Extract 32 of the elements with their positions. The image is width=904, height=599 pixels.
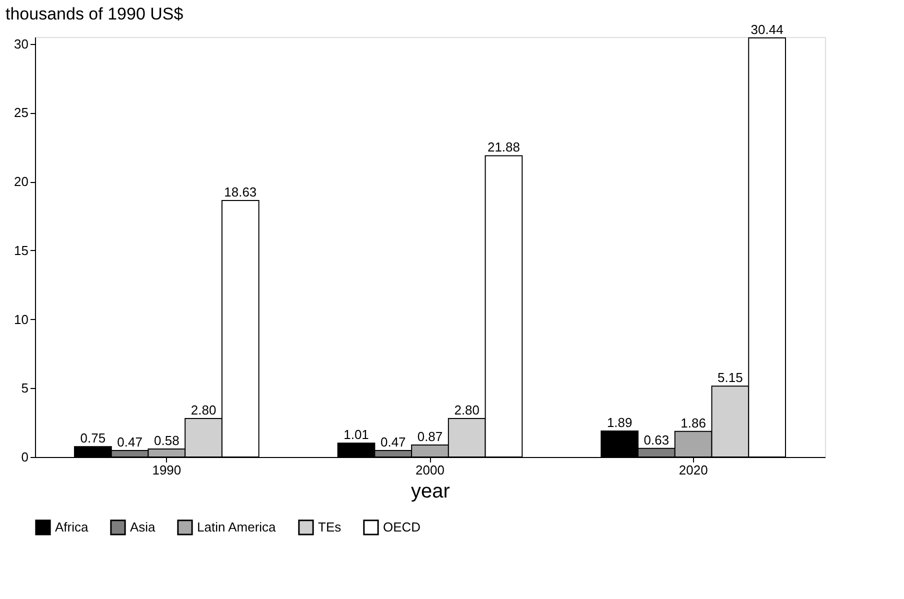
x-tick-label: 2020 (678, 462, 708, 478)
y-tick-label: 0 (21, 450, 28, 464)
y-axis-title: thousands of 1990 US$ (6, 4, 184, 24)
x-tick-label: 1990 (152, 462, 182, 478)
data-label: 0.63 (644, 432, 670, 448)
y-tick-label: 30 (14, 36, 28, 52)
legend-label: Africa (55, 519, 89, 534)
legend-label: TEs (318, 519, 342, 534)
data-label: 2.80 (190, 402, 216, 418)
y-tick-label: 10 (14, 312, 28, 327)
data-label: 1.86 (680, 415, 706, 430)
y-tick-label: 15 (14, 242, 28, 258)
x-axis-title: year (411, 480, 450, 502)
data-label: 0.47 (380, 434, 406, 450)
x-tick-label: 2000 (416, 462, 444, 478)
data-label: 0.75 (80, 430, 106, 446)
data-label: 30.44 (750, 22, 784, 37)
data-label: 1.89 (606, 414, 632, 430)
legend-label: OECD (383, 519, 421, 534)
data-label: 18.63 (224, 184, 257, 200)
data-label: 0.87 (417, 429, 443, 444)
data-label: 0.47 (117, 434, 142, 450)
legend-label: Asia (130, 519, 156, 534)
data-label: 2.80 (454, 402, 480, 418)
data-label: 21.88 (487, 140, 520, 155)
data-label: 1.01 (344, 427, 369, 442)
y-tick-label: 25 (14, 105, 28, 120)
y-tick-label: 5 (21, 380, 28, 396)
legend-label: Latin America (197, 519, 277, 534)
data-label: 5.15 (718, 370, 743, 386)
data-label: 0.58 (154, 433, 180, 448)
y-tick-label: 20 (14, 174, 28, 190)
